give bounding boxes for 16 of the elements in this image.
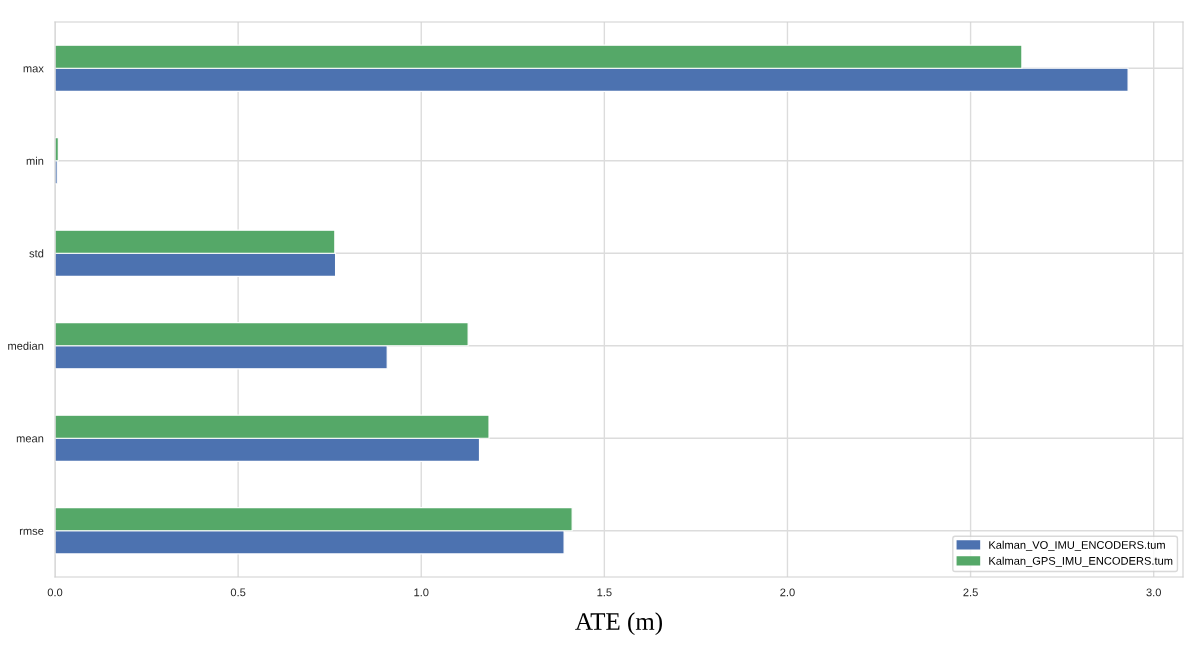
x-tick-label: 0.5 bbox=[230, 588, 246, 597]
x-tick-label: 1.0 bbox=[414, 588, 429, 597]
legend-label: Kalman_VO_IMU_ENCODERS.tum bbox=[989, 540, 1165, 551]
x-tick-label: 2.0 bbox=[780, 588, 795, 597]
x-tick-label: 0.0 bbox=[47, 588, 63, 597]
y-tick-label: max bbox=[23, 66, 44, 73]
y-tick-label: min bbox=[26, 156, 44, 165]
y-tick-label: mean bbox=[16, 436, 44, 443]
legend-label: Kalman_GPS_IMU_ENCODERS.tum bbox=[989, 556, 1173, 567]
x-axis-title: ATE (m) bbox=[575, 612, 662, 636]
x-tick-label: 2.5 bbox=[963, 588, 978, 597]
y-tick-label: median bbox=[8, 341, 44, 350]
x-tick-label: 1.5 bbox=[597, 588, 612, 597]
y-tick-label: std bbox=[29, 249, 44, 258]
x-tick-label: 3.0 bbox=[1146, 588, 1161, 597]
y-tick-label: rmse bbox=[19, 528, 44, 535]
